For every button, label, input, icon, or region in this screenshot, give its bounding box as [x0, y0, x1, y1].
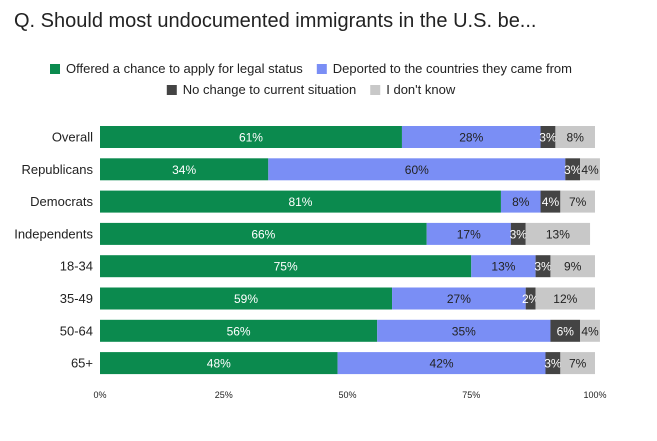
data-label-65-offered-a-chance-to-apply-for-legal-status: 48%	[207, 357, 231, 371]
data-label-democrats-offered-a-chance-to-apply-for-legal-status: 81%	[288, 195, 312, 209]
bar-35-49-i-don-t-know	[535, 287, 595, 310]
stacked-bar-chart: Offered a chance to apply for legal stat…	[0, 46, 622, 441]
bar-democrats-offered-a-chance-to-apply-for-legal-status	[100, 190, 501, 213]
bar-republicans-i-don-t-know	[580, 158, 600, 181]
data-label-35-49-i-don-t-know: 12%	[553, 292, 577, 306]
bar-50-64-i-don-t-know	[580, 319, 600, 342]
data-label-republicans-deported-to-the-countries-they-came-from: 60%	[405, 163, 429, 177]
data-label-overall-i-don-t-know: 8%	[567, 131, 585, 145]
data-label-50-64-no-change-to-current-situation: 6%	[557, 324, 575, 338]
data-label-35-49-deported-to-the-countries-they-came-from: 27%	[447, 292, 471, 306]
bar-independents-offered-a-chance-to-apply-for-legal-status	[100, 222, 427, 245]
data-label-18-34-no-change-to-current-situation: 3%	[534, 260, 552, 274]
x-tick-label: 75%	[462, 390, 480, 400]
data-label-overall-deported-to-the-countries-they-came-from: 28%	[459, 131, 483, 145]
category-label-democrats: Democrats	[30, 194, 93, 209]
category-label-18-34: 18-34	[60, 259, 93, 274]
data-label-overall-no-change-to-current-situation: 3%	[539, 131, 557, 145]
bar-overall-i-don-t-know	[555, 126, 595, 148]
data-label-overall-offered-a-chance-to-apply-for-legal-status: 61%	[239, 131, 263, 145]
legend-label-offered-a-chance-to-apply-for-legal-status: Offered a chance to apply for legal stat…	[66, 61, 303, 76]
data-label-democrats-no-change-to-current-situation: 4%	[542, 195, 560, 209]
bar-35-49-offered-a-chance-to-apply-for-legal-status	[100, 287, 393, 310]
bar-65-no-change-to-current-situation	[545, 352, 561, 375]
data-label-republicans-i-don-t-know: 4%	[581, 163, 599, 177]
data-label-18-34-deported-to-the-countries-they-came-from: 13%	[491, 260, 515, 274]
bar-independents-no-change-to-current-situation	[510, 222, 526, 245]
data-label-50-64-i-don-t-know: 4%	[581, 324, 599, 338]
legend-swatch-i-don-t-know	[370, 85, 381, 95]
bar-18-34-i-don-t-know	[550, 255, 595, 278]
bar-area: 61% 28% 3% 8%34% 60% 3% 4%81% 8% 4% 7%66% 17% 3% 13%…	[100, 126, 600, 375]
question-title: Q. Should most undocumented immigrants i…	[14, 10, 537, 32]
data-label-independents-no-change-to-current-situation: 3%	[510, 227, 528, 241]
bar-18-34-no-change-to-current-situation	[535, 255, 551, 278]
legend-label-deported-to-the-countries-they-came-from: Deported to the countries they came from	[333, 61, 572, 76]
bar-18-34-deported-to-the-countries-they-came-from	[471, 255, 536, 278]
legend-swatch-no-change-to-current-situation	[166, 85, 177, 95]
data-label-democrats-deported-to-the-countries-they-came-from: 8%	[512, 195, 530, 209]
data-label-65-no-change-to-current-situation: 3%	[544, 357, 562, 371]
bar-overall-offered-a-chance-to-apply-for-legal-status	[100, 126, 402, 148]
data-label-independents-deported-to-the-countries-they-came-from: 17%	[457, 227, 481, 241]
bar-republicans-deported-to-the-countries-they-came-from	[268, 158, 566, 181]
bar-18-34-offered-a-chance-to-apply-for-legal-status	[100, 255, 472, 278]
legend: Offered a chance to apply for legal stat…	[50, 61, 572, 97]
data-label-independents-offered-a-chance-to-apply-for-legal-status: 66%	[251, 227, 275, 241]
bar-republicans-no-change-to-current-situation	[565, 158, 581, 181]
legend-label-i-don-t-know: I don't know	[386, 82, 456, 97]
bar-50-64-deported-to-the-countries-they-came-from	[377, 319, 551, 342]
bar-35-49-deported-to-the-countries-they-came-from	[392, 287, 526, 310]
bar-65-offered-a-chance-to-apply-for-legal-status	[100, 352, 338, 375]
data-label-18-34-i-don-t-know: 9%	[564, 260, 582, 274]
data-label-republicans-offered-a-chance-to-apply-for-legal-status: 34%	[172, 163, 196, 177]
bar-democrats-deported-to-the-countries-they-came-from	[500, 190, 541, 213]
bar-overall-no-change-to-current-situation	[540, 126, 556, 148]
bar-65-i-don-t-know	[560, 352, 595, 375]
bar-democrats-no-change-to-current-situation	[540, 190, 561, 213]
x-tick-label: 0%	[93, 390, 106, 400]
bar-republicans-offered-a-chance-to-apply-for-legal-status	[100, 158, 269, 181]
x-tick-label: 50%	[338, 390, 356, 400]
chart-svg: Offered a chance to apply for legal stat…	[14, 61, 606, 400]
data-label-65-deported-to-the-countries-they-came-from: 42%	[430, 357, 454, 371]
data-label-50-64-deported-to-the-countries-they-came-from: 35%	[452, 324, 476, 338]
data-label-65-i-don-t-know: 7%	[569, 357, 587, 371]
category-label-35-49: 35-49	[60, 291, 93, 306]
x-tick-label: 25%	[215, 390, 233, 400]
data-label-35-49-no-change-to-current-situation: 2%	[522, 292, 540, 306]
bar-democrats-i-don-t-know	[560, 190, 595, 213]
data-label-50-64-offered-a-chance-to-apply-for-legal-status: 56%	[227, 324, 251, 338]
category-label-50-64: 50-64	[60, 323, 93, 338]
bar-50-64-offered-a-chance-to-apply-for-legal-status	[100, 319, 378, 342]
data-label-democrats-i-don-t-know: 7%	[569, 195, 587, 209]
category-label-republicans: Republicans	[21, 162, 93, 177]
bar-65-deported-to-the-countries-they-came-from	[337, 352, 546, 375]
category-label-65: 65+	[71, 356, 93, 371]
category-labels: Overall Republicans Democrats Independents 1…	[14, 130, 93, 371]
bar-overall-deported-to-the-countries-they-came-from	[401, 126, 541, 148]
legend-swatch-offered-a-chance-to-apply-for-legal-status	[50, 64, 61, 74]
legend-swatch-deported-to-the-countries-they-came-from	[316, 64, 327, 74]
data-label-republicans-no-change-to-current-situation: 3%	[564, 163, 582, 177]
data-label-independents-i-don-t-know: 13%	[546, 227, 570, 241]
bar-50-64-no-change-to-current-situation	[550, 319, 581, 342]
bar-independents-i-don-t-know	[525, 222, 591, 245]
data-label-18-34-offered-a-chance-to-apply-for-legal-status: 75%	[274, 260, 298, 274]
category-label-overall: Overall	[52, 130, 93, 145]
x-axis-ticks: 0% 25% 50% 75% 100%	[93, 390, 606, 400]
bar-35-49-no-change-to-current-situation	[525, 287, 536, 310]
bar-independents-deported-to-the-countries-they-came-from	[426, 222, 511, 245]
data-label-35-49-offered-a-chance-to-apply-for-legal-status: 59%	[234, 292, 258, 306]
x-tick-label: 100%	[583, 390, 606, 400]
legend-label-no-change-to-current-situation: No change to current situation	[183, 82, 356, 97]
category-label-independents: Independents	[14, 226, 93, 241]
